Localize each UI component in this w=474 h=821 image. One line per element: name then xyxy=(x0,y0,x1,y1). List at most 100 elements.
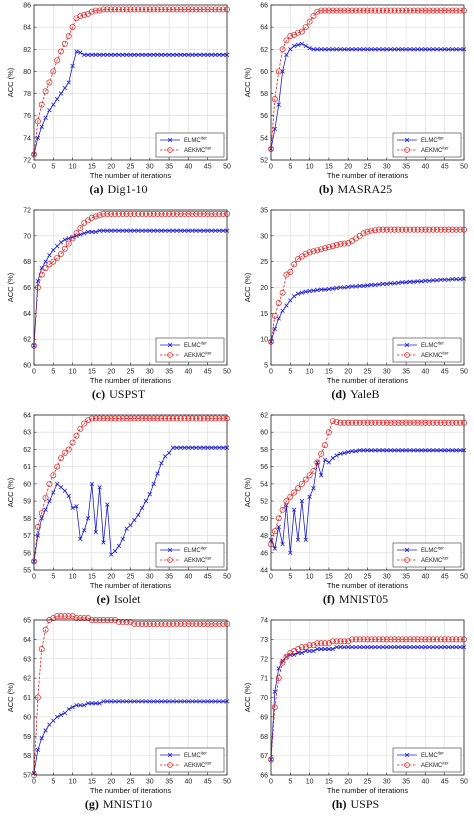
data-point-aekmc xyxy=(279,289,286,296)
data-point-aekmc xyxy=(376,419,383,426)
data-point-elmc xyxy=(357,283,362,289)
data-point-elmc xyxy=(334,285,339,291)
series-line-aekmc xyxy=(33,213,227,346)
data-point-elmc xyxy=(434,278,440,283)
legend-label-aekmc: AEKMCiter xyxy=(421,556,449,565)
data-point-aekmc xyxy=(403,7,410,14)
data-point-aekmc xyxy=(341,419,348,426)
data-point-aekmc xyxy=(50,472,57,479)
data-point-elmc xyxy=(78,50,83,55)
data-point-aekmc xyxy=(449,419,456,426)
data-point-elmc xyxy=(403,448,409,453)
data-point-elmc xyxy=(326,460,332,465)
data-point-aekmc xyxy=(434,226,440,233)
data-point-aekmc xyxy=(391,7,398,14)
data-point-elmc xyxy=(315,287,320,293)
data-point-elmc xyxy=(163,228,168,233)
data-point-elmc xyxy=(93,52,98,58)
chart-panel-isolet: 0 5 10 15 20 25 30 35 40 45 50 55 56 57 58 59 60 61 62 63 64… xyxy=(0,410,237,615)
data-point-aekmc xyxy=(142,620,149,627)
x-tick-label: 45 xyxy=(204,574,212,581)
data-point-aekmc xyxy=(54,254,61,261)
data-point-elmc xyxy=(128,699,133,704)
data-point-elmc xyxy=(193,699,199,704)
data-point-aekmc xyxy=(322,640,328,647)
data-point-elmc xyxy=(124,526,129,531)
data-point-elmc xyxy=(151,228,156,233)
x-tick-label: 25 xyxy=(364,574,372,581)
y-tick-label: 66 xyxy=(260,3,268,10)
y-tick-label: 5 xyxy=(264,363,268,370)
x-axis-label: The number of iterations xyxy=(327,786,409,795)
data-point-elmc xyxy=(186,699,191,704)
data-point-elmc xyxy=(197,228,203,233)
data-point-aekmc xyxy=(437,419,444,426)
legend-label-elmc: ELMCiter xyxy=(421,136,444,145)
data-point-aekmc xyxy=(383,419,390,426)
data-point-elmc xyxy=(139,228,145,233)
chart-panel-usps: 0 5 10 15 20 25 30 35 40 45 50 66 67 68 69 70 71 72 73 74 Th… xyxy=(237,615,474,820)
data-point-aekmc xyxy=(85,417,91,424)
data-point-aekmc xyxy=(407,636,413,643)
x-tick-label: 50 xyxy=(223,369,231,376)
data-point-aekmc xyxy=(112,6,119,13)
x-tick-label: 10 xyxy=(69,164,77,171)
data-point-elmc xyxy=(454,47,459,52)
data-point-elmc xyxy=(166,52,172,58)
data-point-elmc xyxy=(105,502,110,507)
data-point-aekmc xyxy=(146,210,153,217)
data-point-elmc xyxy=(132,699,137,704)
data-point-aekmc xyxy=(387,226,394,233)
data-point-aekmc xyxy=(115,618,122,625)
legend-label-elmc: ELMCiter xyxy=(184,751,207,760)
data-point-aekmc xyxy=(403,636,410,643)
data-point-elmc xyxy=(384,47,389,52)
data-point-aekmc xyxy=(383,636,390,643)
x-tick-label: 10 xyxy=(69,369,77,376)
data-point-elmc xyxy=(147,52,152,58)
data-point-elmc xyxy=(209,445,214,450)
data-point-elmc xyxy=(442,448,447,453)
data-point-elmc xyxy=(342,644,347,650)
data-point-elmc xyxy=(116,699,122,704)
data-point-elmc xyxy=(120,536,125,542)
data-point-elmc xyxy=(415,47,420,52)
data-point-elmc xyxy=(411,644,417,650)
x-tick-label: 45 xyxy=(204,164,212,171)
data-point-aekmc xyxy=(166,210,173,217)
data-point-aekmc xyxy=(337,638,344,645)
data-point-elmc xyxy=(411,47,417,52)
data-point-aekmc xyxy=(177,210,184,217)
panel-letter: (c) xyxy=(91,387,106,401)
y-tick-label: 62 xyxy=(260,47,268,54)
data-point-elmc xyxy=(209,228,214,233)
data-point-elmc xyxy=(288,47,293,52)
data-point-aekmc xyxy=(50,68,57,75)
data-point-elmc xyxy=(151,481,156,487)
data-point-elmc xyxy=(373,47,378,52)
data-point-aekmc xyxy=(430,226,437,233)
legend-marker-elmc xyxy=(404,752,410,758)
data-point-elmc xyxy=(85,52,91,58)
data-point-elmc xyxy=(182,445,187,450)
data-point-aekmc xyxy=(54,613,61,620)
legend-marker-aekmc xyxy=(404,147,410,153)
x-tick-label: 0 xyxy=(269,779,273,786)
data-point-elmc xyxy=(97,228,102,233)
data-point-elmc xyxy=(322,47,328,52)
data-point-elmc xyxy=(295,291,301,296)
data-point-elmc xyxy=(276,524,281,530)
data-point-elmc xyxy=(35,135,41,141)
data-point-elmc xyxy=(376,282,382,287)
data-point-aekmc xyxy=(189,210,196,217)
data-point-elmc xyxy=(178,445,183,450)
legend-marker-elmc xyxy=(404,547,410,553)
y-tick-label: 58 xyxy=(260,91,268,98)
data-point-elmc xyxy=(442,277,447,282)
data-point-aekmc xyxy=(379,419,386,426)
data-point-elmc xyxy=(101,228,106,233)
data-point-aekmc xyxy=(399,7,406,14)
data-point-aekmc xyxy=(208,620,215,627)
data-point-aekmc xyxy=(349,7,356,14)
x-axis-label: The number of iterations xyxy=(90,786,172,795)
